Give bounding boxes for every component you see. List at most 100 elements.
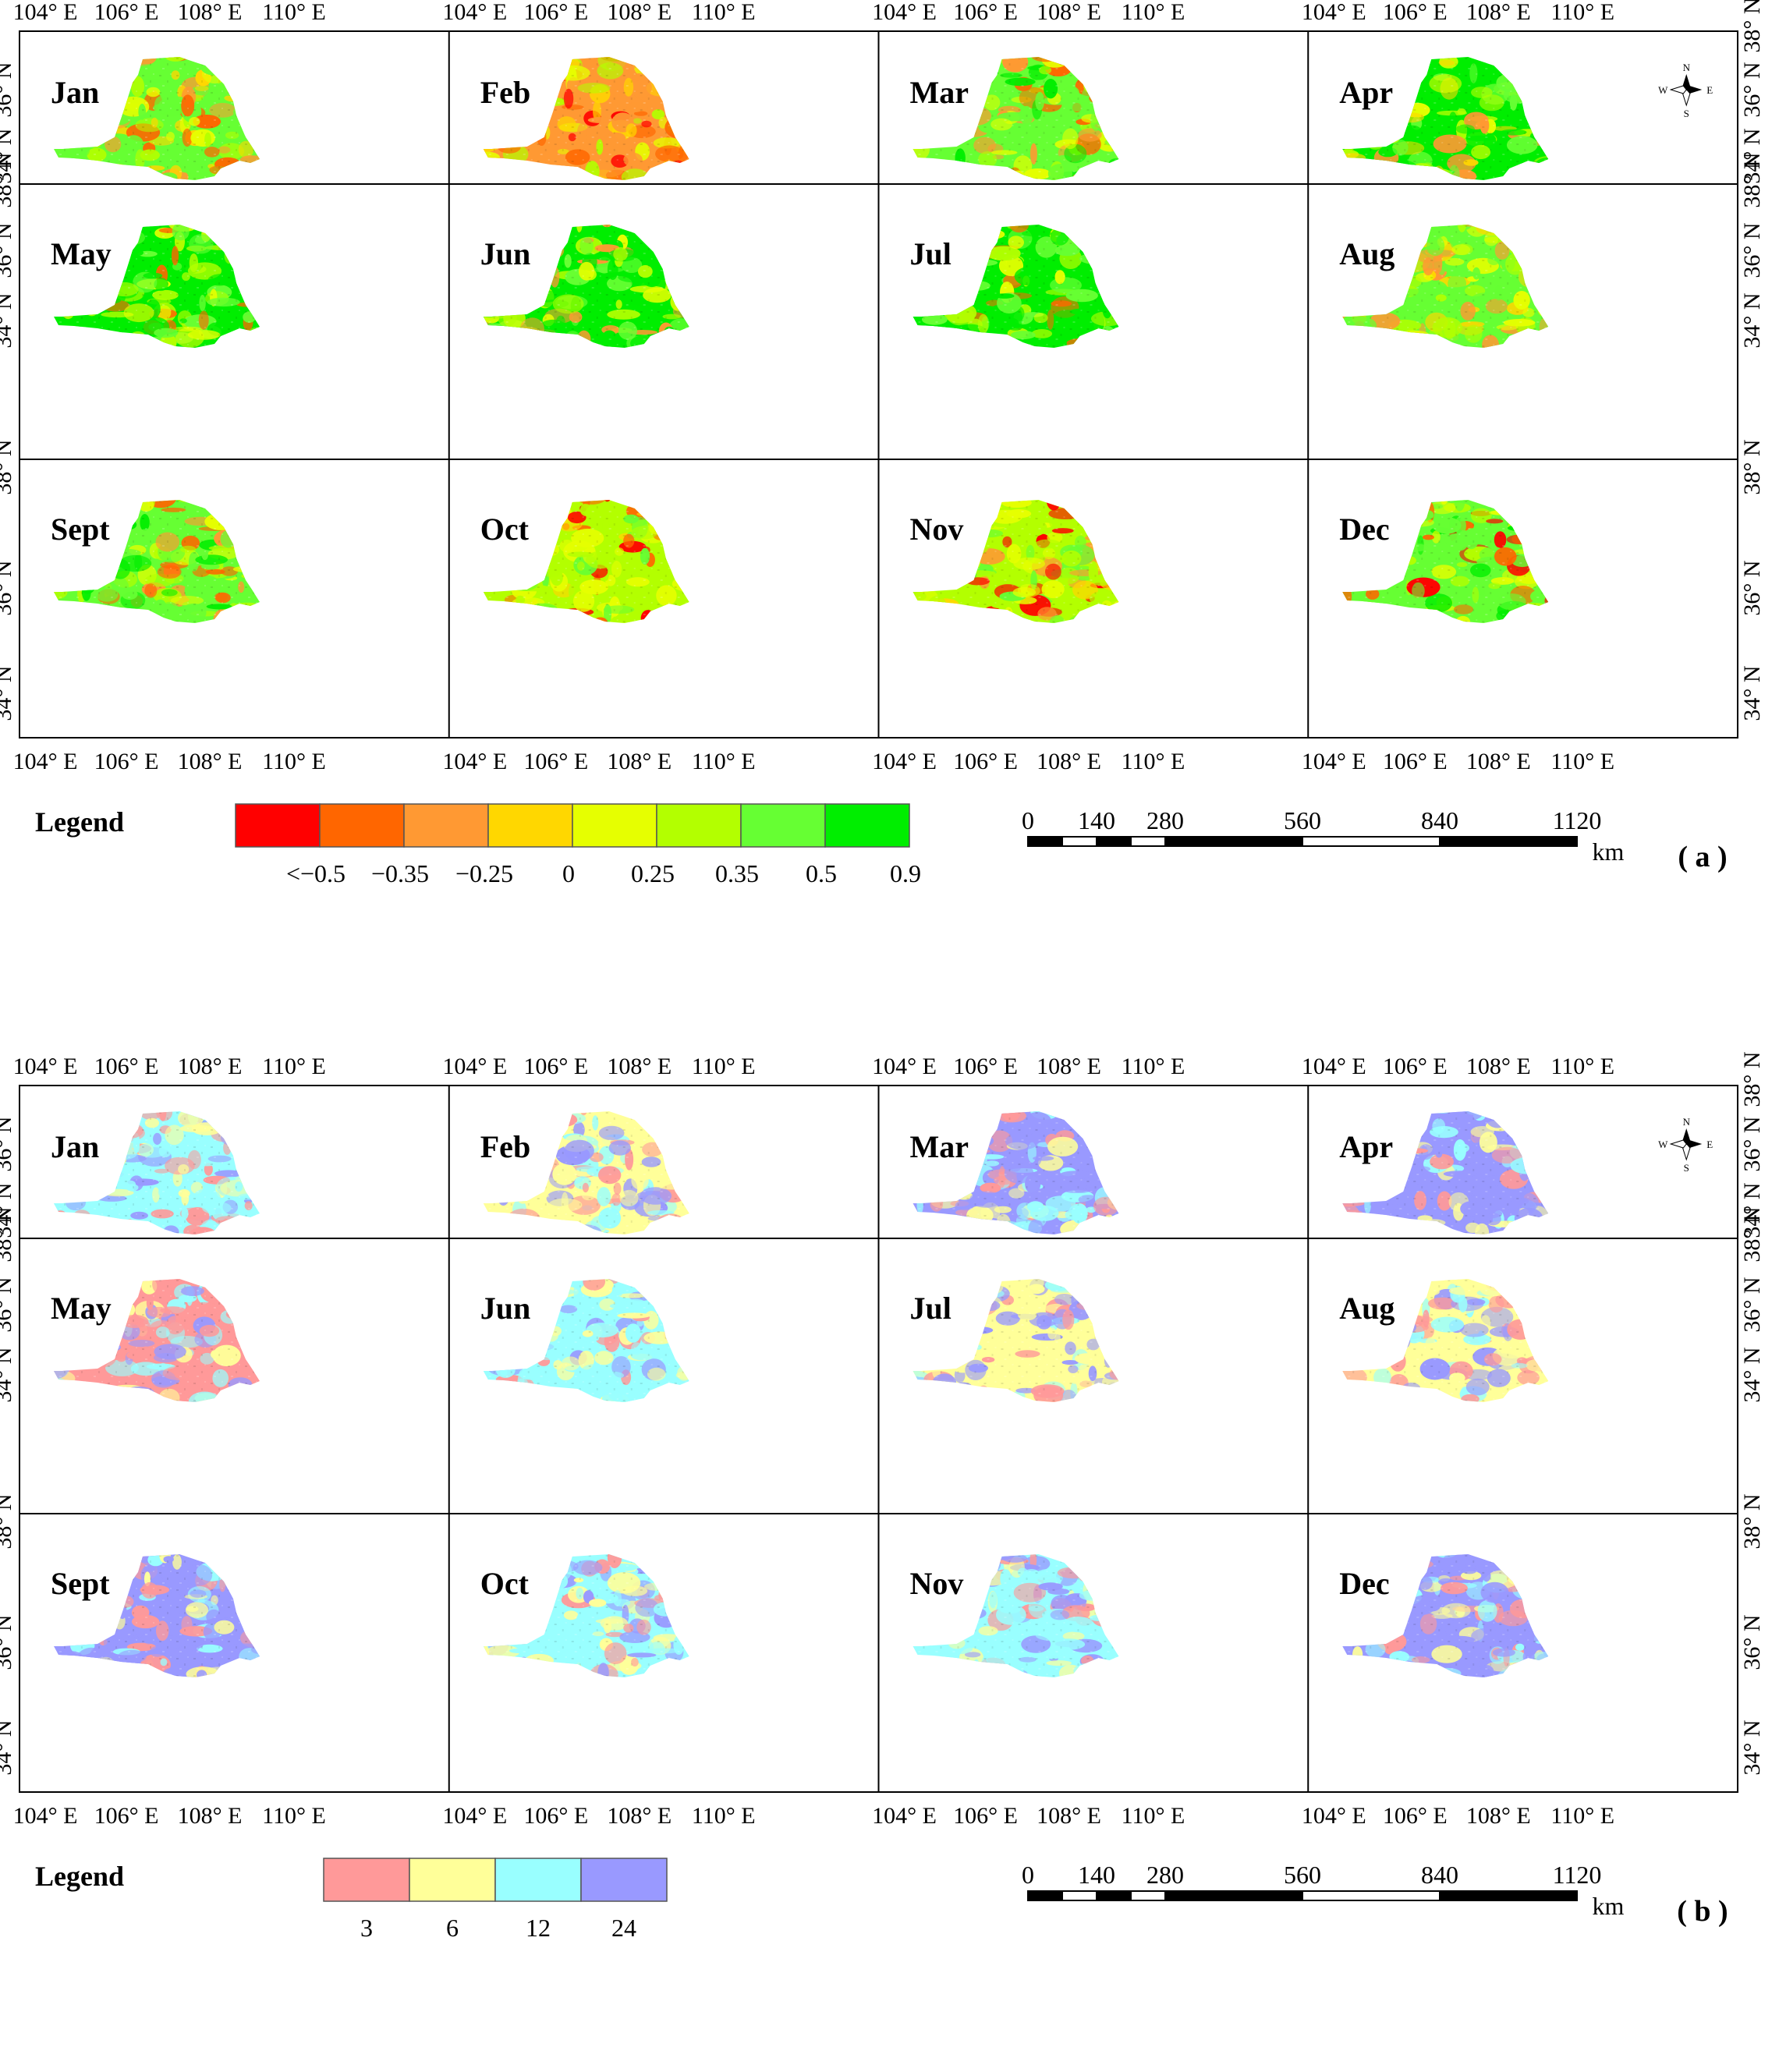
lat-tick-label-left: 38° N xyxy=(0,1206,16,1262)
raster-patch xyxy=(1343,1389,1352,1402)
raster-patch xyxy=(231,1279,239,1287)
raster-patch xyxy=(68,1554,87,1562)
raster-patch xyxy=(544,228,564,238)
raster-patch xyxy=(674,530,689,547)
raster-patch xyxy=(955,1612,976,1632)
raster-patch xyxy=(495,333,514,348)
raster-patch xyxy=(1383,57,1402,63)
raster-patch xyxy=(249,1600,260,1621)
raster-patch xyxy=(519,1656,529,1670)
raster-patch xyxy=(1079,1574,1105,1583)
raster-patch xyxy=(232,1220,260,1227)
lon-tick-label-bottom: 104° E xyxy=(872,1803,937,1829)
raster-patch xyxy=(959,299,969,310)
raster-patch xyxy=(654,1279,676,1288)
raster-patch xyxy=(534,1288,551,1301)
raster-patch xyxy=(913,1181,930,1192)
raster-patch xyxy=(557,1217,565,1234)
raster-patch xyxy=(925,1182,939,1193)
raster-patch xyxy=(913,328,923,348)
raster-patch xyxy=(1532,225,1549,229)
raster-patch xyxy=(913,583,924,589)
raster-patch xyxy=(1537,338,1549,348)
raster-patch xyxy=(190,214,216,225)
raster-patch xyxy=(1544,1111,1549,1119)
raster-patch xyxy=(1091,1554,1119,1564)
scale-bar-segment xyxy=(1130,1890,1166,1901)
scale-bar-label: 0 xyxy=(1022,1861,1034,1889)
raster-patch xyxy=(54,137,78,144)
raster-patch xyxy=(528,507,551,513)
raster-patch xyxy=(1405,57,1412,69)
raster-patch xyxy=(487,161,501,179)
raster-patch xyxy=(657,1227,674,1234)
raster-patch xyxy=(243,1311,256,1326)
raster-patch xyxy=(221,78,252,84)
raster-patch xyxy=(1374,57,1398,63)
raster-patch xyxy=(213,612,247,623)
raster-patch xyxy=(530,1288,558,1299)
raster-patch xyxy=(140,1229,160,1234)
raster-patch xyxy=(682,1129,689,1152)
raster-patch xyxy=(141,1272,167,1277)
raster-patch xyxy=(217,609,249,623)
raster-patch xyxy=(679,1594,689,1612)
raster-patch xyxy=(483,1616,498,1624)
raster-patch xyxy=(1080,1569,1100,1585)
raster-patch xyxy=(526,112,544,133)
raster-patch xyxy=(483,560,510,572)
raster-patch xyxy=(1352,1279,1365,1284)
raster-patch xyxy=(634,1554,658,1557)
raster-patch xyxy=(1396,501,1404,517)
lon-tick-label-top: 106° E xyxy=(523,1054,588,1079)
raster-patch xyxy=(1517,1120,1549,1140)
raster-patch xyxy=(1524,1554,1540,1556)
month-label-jul: Jul xyxy=(910,1291,952,1326)
raster-patch xyxy=(496,1547,528,1554)
raster-patch xyxy=(1389,511,1409,519)
raster-patch xyxy=(1359,1189,1383,1199)
raster-patch xyxy=(230,1291,255,1304)
raster-patch xyxy=(541,1302,559,1310)
raster-patch xyxy=(571,1669,590,1677)
raster-patch xyxy=(562,500,569,520)
raster-patch xyxy=(548,62,562,73)
raster-patch xyxy=(1342,1169,1356,1190)
raster-patch xyxy=(101,1338,110,1349)
raster-patch xyxy=(484,1387,494,1402)
raster-patch xyxy=(1513,172,1529,180)
lat-tick-label-right: 36° N xyxy=(1739,1277,1765,1332)
region-raster xyxy=(54,500,260,623)
lat-tick-label-right: 38° N xyxy=(1739,0,1765,53)
raster-patch xyxy=(75,57,93,58)
panel-label: ( b ) xyxy=(1677,1895,1728,1928)
raster-patch xyxy=(543,530,555,553)
raster-patch xyxy=(672,78,689,88)
raster-patch xyxy=(232,1304,260,1326)
raster-patch xyxy=(632,57,658,64)
scale-bar-label: 560 xyxy=(1284,806,1321,834)
lat-tick-label-left: 34° N xyxy=(0,1182,16,1238)
raster-patch xyxy=(661,1572,682,1585)
raster-patch xyxy=(682,1554,689,1560)
raster-patch xyxy=(980,607,987,623)
raster-patch xyxy=(618,225,643,231)
raster-patch xyxy=(73,292,85,313)
raster-patch xyxy=(955,553,964,564)
raster-patch xyxy=(913,1554,916,1559)
raster-patch xyxy=(1522,520,1541,532)
raster-patch xyxy=(1530,1185,1549,1192)
raster-patch xyxy=(533,1111,557,1116)
raster-patch xyxy=(503,1622,537,1640)
raster-patch xyxy=(955,1284,989,1292)
raster-patch xyxy=(1402,501,1423,523)
scale-bar-segment xyxy=(1439,1890,1578,1901)
raster-patch xyxy=(1527,610,1544,618)
raster-patch xyxy=(670,1111,682,1114)
raster-patch xyxy=(214,1554,244,1564)
compass-needle xyxy=(1682,74,1691,90)
raster-patch xyxy=(532,1116,554,1138)
lat-tick-label-right: 38° N xyxy=(1739,1051,1765,1107)
raster-patch xyxy=(650,500,682,504)
raster-patch xyxy=(1542,1137,1549,1153)
